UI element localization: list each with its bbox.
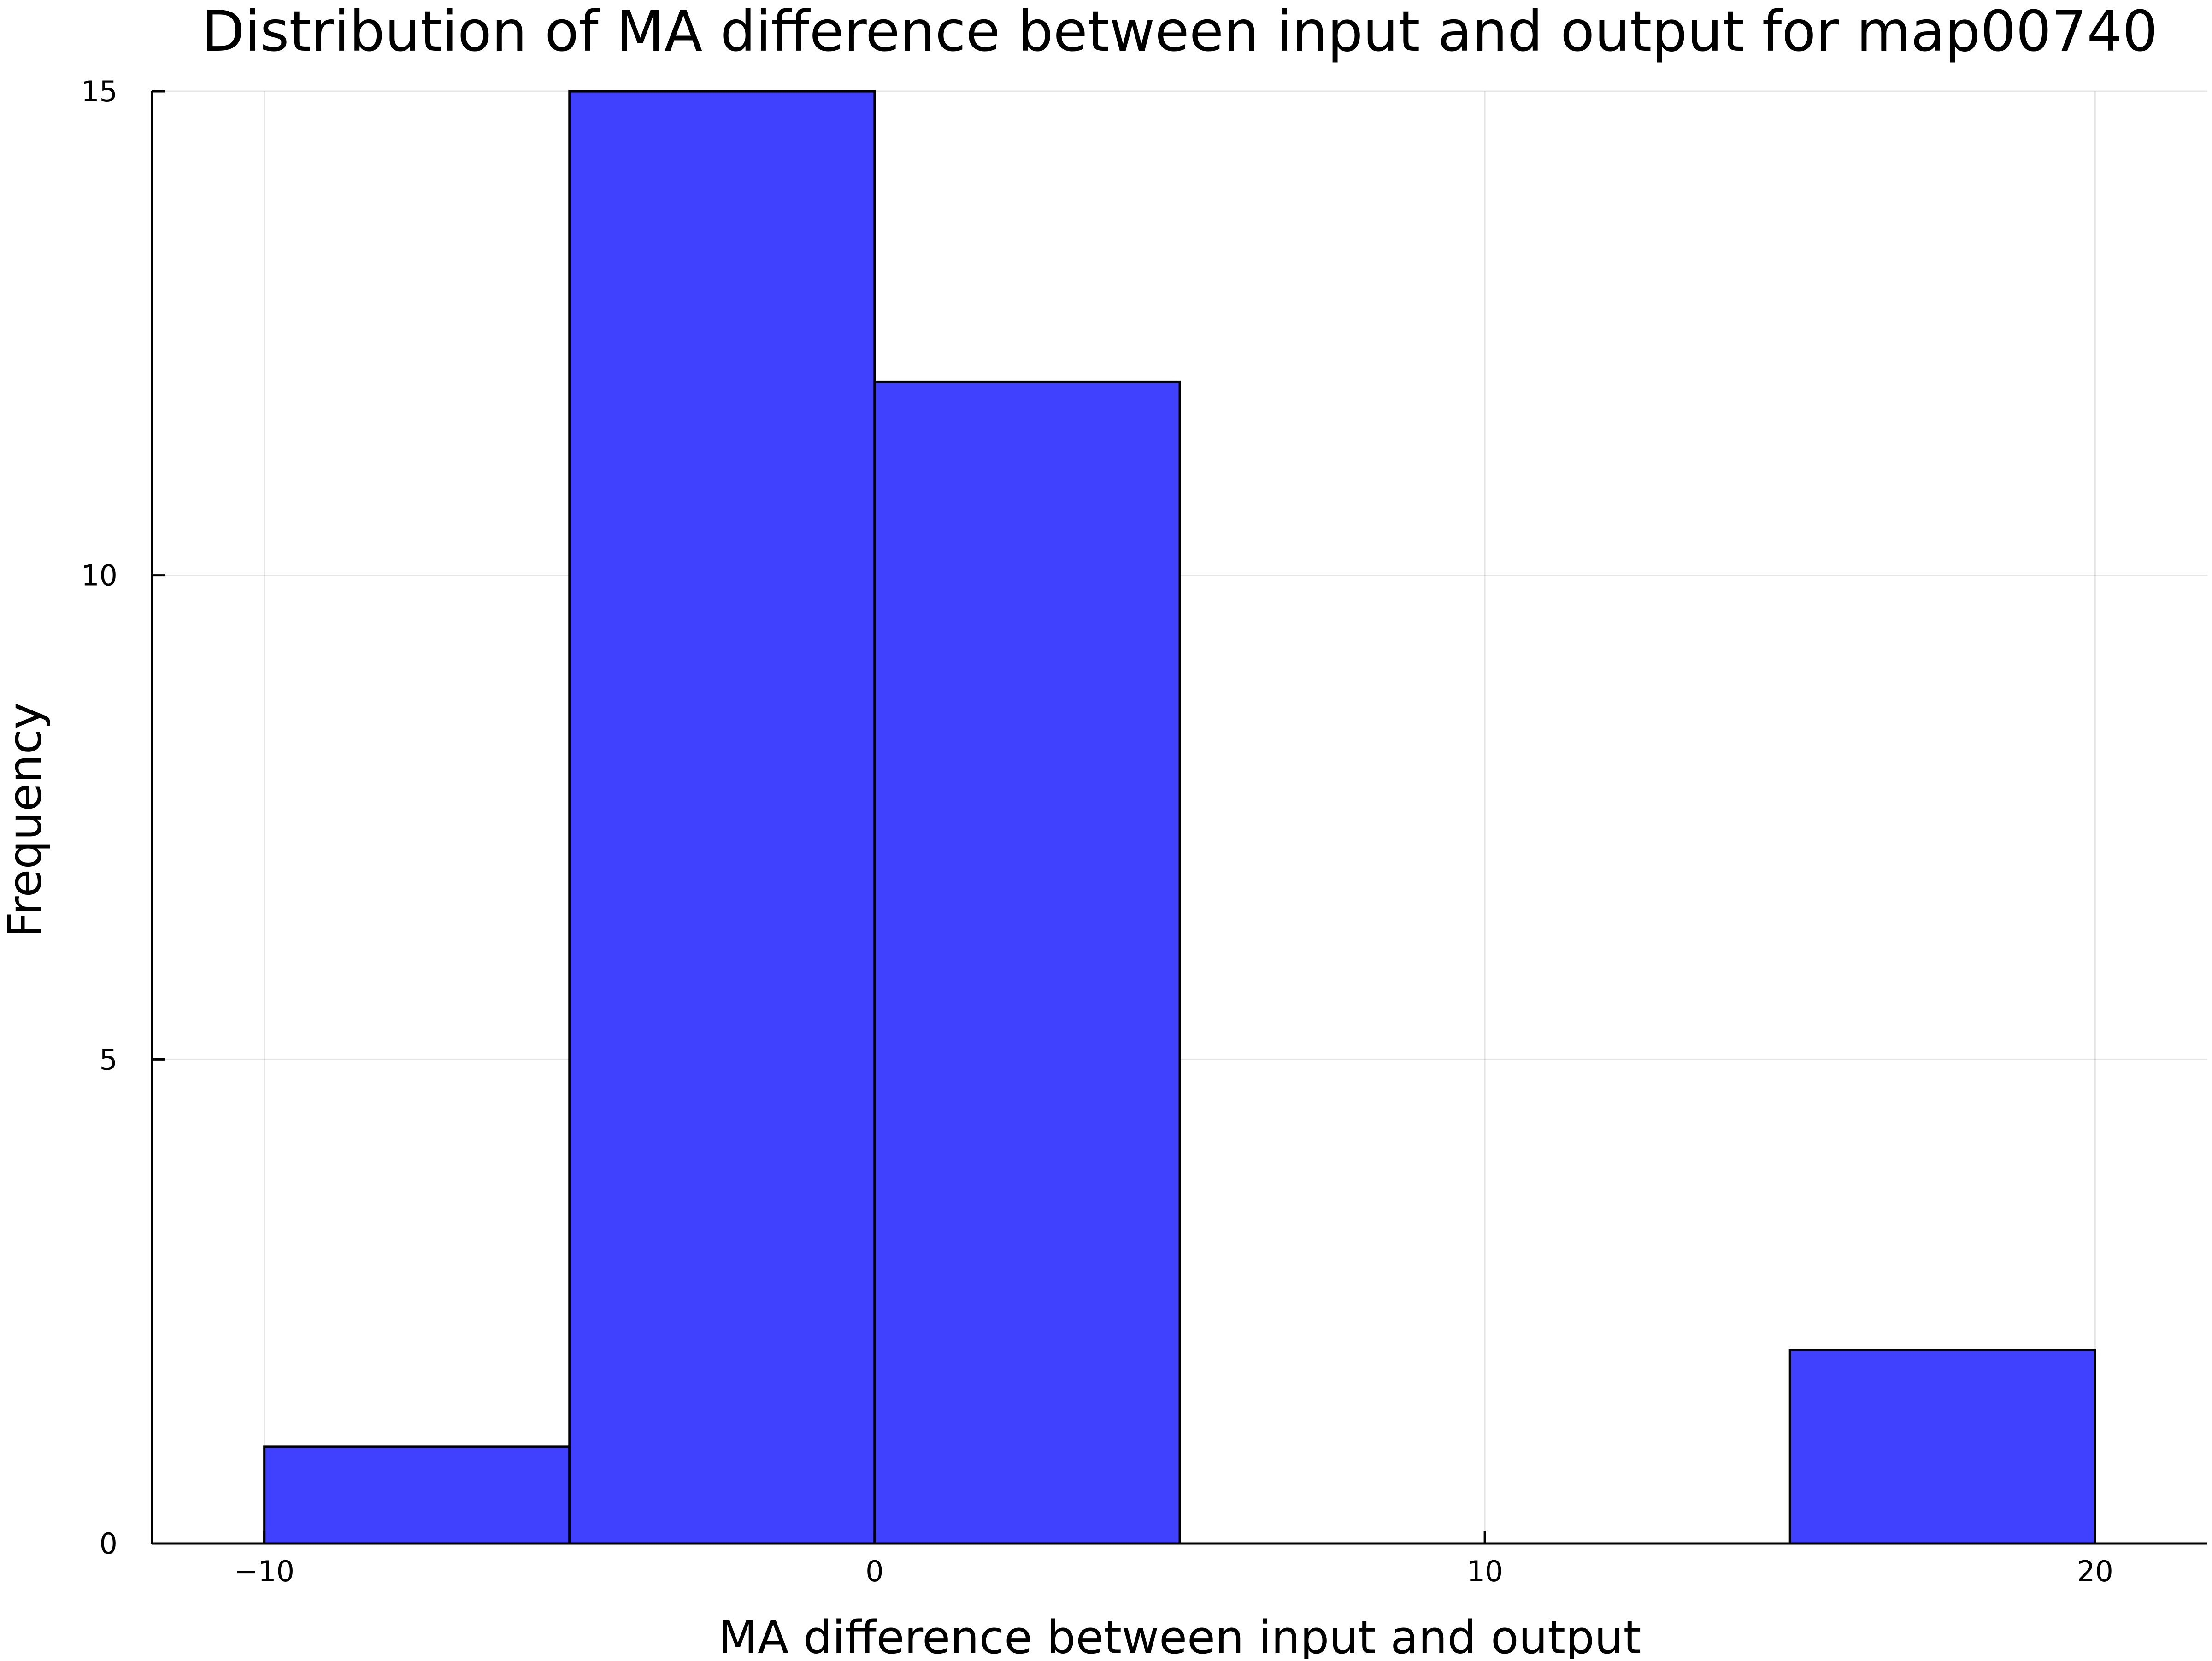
x-tick-label: −10 [234, 1555, 294, 1588]
bars [263, 90, 2096, 1545]
histogram-bar [1788, 1349, 2096, 1545]
histogram-bar [568, 90, 876, 1545]
x-axis-label: MA difference between input and output [718, 1611, 1641, 1659]
histogram-bar [263, 1445, 571, 1545]
axes [151, 91, 2207, 1545]
ticks: −10 0 10 20 0 5 10 15 [81, 75, 2113, 1588]
histogram-bar [873, 380, 1181, 1545]
y-tick-label: 15 [81, 75, 118, 108]
x-tick-label: 20 [2077, 1555, 2113, 1588]
y-axis-label: Frequency [0, 702, 52, 938]
x-tick-label: 0 [865, 1555, 883, 1588]
y-tick-label: 10 [81, 559, 118, 593]
y-tick-label: 5 [100, 1043, 118, 1076]
x-tick-label: 10 [1467, 1555, 1503, 1588]
y-tick-label: 0 [100, 1527, 118, 1561]
chart-title: Distribution of MA difference between in… [202, 0, 2158, 64]
